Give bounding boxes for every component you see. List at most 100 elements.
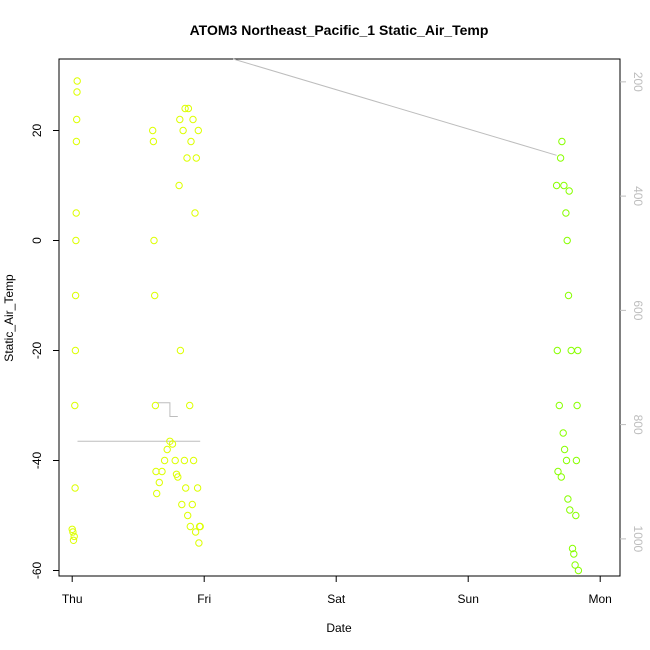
data-point	[181, 104, 189, 113]
data-point	[554, 467, 562, 476]
data-point	[168, 440, 177, 448]
data-point	[193, 484, 202, 492]
data-point	[163, 445, 171, 454]
data-point	[180, 456, 189, 465]
data-point	[69, 536, 78, 544]
data-point	[158, 467, 166, 476]
data-point	[559, 429, 567, 437]
data-point	[155, 478, 164, 487]
data-point	[150, 236, 158, 245]
data-point	[175, 181, 183, 190]
data-point	[72, 209, 80, 217]
data-point	[552, 181, 561, 190]
data-point	[176, 346, 185, 355]
x-tick-label: Fri	[197, 592, 211, 606]
data-point	[152, 467, 160, 476]
y-tick-label: -20	[30, 342, 44, 360]
y-tick-label: -60	[30, 562, 44, 580]
data-point	[149, 126, 157, 135]
lines-layer	[77, 58, 557, 442]
data-point	[563, 236, 571, 245]
data-point	[573, 401, 581, 410]
data-point	[564, 291, 573, 300]
data-point	[151, 401, 160, 410]
data-point	[564, 495, 572, 503]
data-point	[570, 550, 578, 558]
data-point	[186, 522, 195, 531]
data-point	[196, 522, 204, 531]
data-point	[194, 126, 203, 135]
right-y-tick-label: 400	[631, 186, 645, 206]
points-layer	[68, 77, 583, 575]
data-point	[191, 528, 200, 536]
data-point	[184, 104, 193, 113]
data-point	[73, 88, 81, 96]
y-axis-right: 200 400 600 800 1000	[620, 72, 645, 553]
data-point	[149, 137, 158, 146]
data-point	[568, 544, 577, 553]
data-point	[73, 115, 81, 124]
data-point	[560, 445, 569, 454]
data-point	[73, 77, 81, 85]
data-point	[151, 291, 159, 300]
x-axis-label: Date	[326, 621, 352, 635]
data-point	[71, 401, 79, 410]
x-tick-label: Sat	[327, 592, 346, 606]
y-tick-label: 20	[30, 124, 44, 138]
data-point	[182, 484, 190, 492]
y-axis-label: Static_Air_Temp	[2, 274, 16, 362]
y-tick-label: -40	[30, 452, 44, 470]
data-point	[183, 154, 191, 162]
reference-line	[233, 58, 557, 156]
data-point	[69, 528, 77, 536]
data-point	[556, 154, 565, 162]
data-point	[560, 181, 568, 190]
data-point	[174, 473, 182, 481]
data-point	[178, 500, 186, 509]
data-point	[557, 473, 565, 481]
data-point	[179, 126, 187, 135]
data-point	[562, 456, 571, 465]
data-point	[153, 489, 161, 498]
data-point	[71, 484, 79, 492]
chart-title: ATOM3 Northeast_Pacific_1 Static_Air_Tem…	[190, 22, 489, 38]
x-tick-label: Sun	[458, 592, 479, 606]
data-point	[574, 566, 583, 575]
data-point	[71, 346, 80, 355]
data-point	[566, 506, 574, 514]
data-point	[188, 500, 197, 509]
y-tick-label: 0	[30, 237, 44, 244]
data-point	[191, 209, 199, 217]
data-point	[555, 401, 563, 410]
data-point	[572, 456, 581, 465]
data-point	[558, 137, 566, 146]
data-point	[176, 115, 184, 124]
data-point	[72, 137, 81, 146]
right-y-tick-label: 1000	[631, 526, 645, 553]
data-point	[562, 209, 570, 217]
data-point	[567, 346, 575, 355]
data-point	[574, 346, 582, 355]
data-point	[171, 456, 179, 465]
data-point	[72, 236, 80, 245]
data-point	[71, 291, 80, 300]
plot-frame	[58, 58, 621, 577]
data-point	[192, 154, 201, 162]
x-tick-label: Thu	[62, 592, 83, 606]
data-point	[160, 456, 169, 465]
x-tick-label: Mon	[589, 592, 612, 606]
x-axis: Thu Fri Sat Sun Mon	[62, 576, 612, 606]
right-y-tick-label: 200	[631, 72, 645, 92]
data-point	[571, 561, 579, 569]
data-point	[186, 401, 194, 410]
data-point	[70, 532, 78, 541]
data-point	[565, 187, 573, 195]
data-point	[187, 137, 195, 146]
data-point	[195, 539, 203, 547]
right-y-tick-label: 800	[631, 415, 645, 435]
data-point	[189, 115, 197, 124]
data-point	[184, 511, 192, 520]
y-axis: -60 -40 -20 0 20	[30, 124, 59, 580]
data-point	[553, 346, 561, 355]
